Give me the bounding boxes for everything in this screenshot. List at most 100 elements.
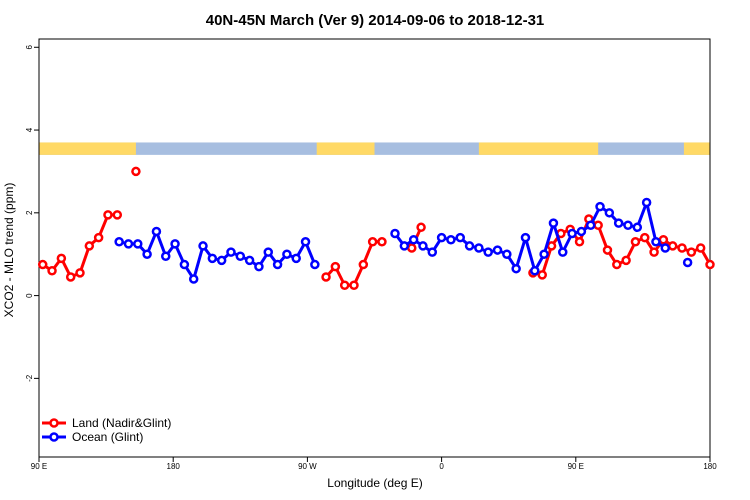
legend: Land (Nadir&Glint)Ocean (Glint) [42,416,171,444]
data-point [367,237,378,247]
x-tick-label: 180 [703,462,717,471]
data-point [682,257,693,268]
x-tick-label: 180 [167,462,181,471]
data-point [93,232,104,243]
data-point [142,249,152,259]
plot-frame [38,38,711,458]
y-tick-label: -2 [25,374,34,382]
data-point [537,270,547,280]
data-point [349,280,359,290]
data-point [576,226,587,237]
land-strip-segment [316,142,375,155]
data-point [705,259,715,270]
y-axis-label: XCO2 - MLO trend (ppm) [2,183,16,318]
land-strip-segment [478,142,599,155]
data-point [649,247,659,257]
data-point [630,237,641,247]
data-point [455,232,465,243]
data-point [390,228,400,239]
data-point [114,237,124,247]
data-point [677,243,687,253]
data-point [660,243,671,253]
series-line [118,229,317,281]
x-tick-label: 90 E [568,462,584,471]
data-point [170,239,180,249]
data-point [103,210,113,220]
data-point [272,259,283,270]
data-point [133,239,143,249]
data-point [207,253,218,264]
data-point [339,280,350,290]
data-point [595,201,605,212]
data-point [131,166,141,177]
data-point [658,234,669,245]
legend-marker [49,432,59,442]
x-axis-label: Longitude (deg E) [327,476,422,490]
data-point [244,255,255,266]
data-point [112,210,123,220]
legend-label: Ocean (Glint) [72,430,143,444]
data-point [198,241,208,251]
data-point [436,232,447,243]
data-point [502,249,512,259]
data-point [623,220,633,230]
data-point [492,245,503,255]
data-point [188,274,199,284]
data-point [282,249,292,259]
data-point [612,259,622,270]
data-point [358,259,369,270]
data-point [558,247,568,257]
series-ocean [114,197,693,284]
data-point [377,237,387,247]
data-point [446,234,456,245]
data-point [300,237,311,247]
x-tick-label: 90 W [298,462,317,471]
y-tick-label: 2 [25,210,34,215]
data-point [585,220,596,230]
data-point [530,266,540,276]
data-point [593,220,603,230]
data-point [567,228,577,239]
data-point [474,243,484,253]
data-point [546,241,557,251]
data-point [235,251,246,262]
series-layer [37,166,715,290]
land-strip-segment [39,142,136,155]
data-point [216,255,227,266]
data-point [291,253,301,264]
y-tick-label: 4 [25,127,34,132]
legend-marker [49,418,59,428]
data-point [604,208,615,218]
data-point [408,234,419,245]
data-point [602,245,613,255]
data-point [37,259,48,270]
data-point [613,218,624,228]
data-point [47,266,57,276]
data-point [418,241,428,251]
data-point [263,247,274,257]
land-ocean-strip [39,142,710,155]
land-strip-segment [683,142,710,155]
data-point [667,241,678,251]
data-point [75,268,85,278]
data-point [84,241,95,251]
data-point [520,232,531,243]
x-axis: 90 E 180 90 W 0 90 E 180 [31,457,717,471]
data-point [56,253,67,264]
chart-title: 40N-45N March (Ver 9) 2014-09-06 to 2018… [206,12,545,29]
x-tick-label: 90 E [31,462,47,471]
y-tick-label: 0 [25,293,34,298]
y-tick-label: 6 [25,45,34,50]
data-point [179,259,190,270]
legend-label: Land (Nadir&Glint) [72,416,171,430]
data-point [416,222,426,233]
data-point [464,241,475,251]
data-point [539,249,549,259]
data-point [321,272,331,282]
data-point [160,251,171,262]
data-point [65,272,76,282]
data-point [483,247,493,257]
data-point [427,247,438,257]
data-point [686,247,697,257]
